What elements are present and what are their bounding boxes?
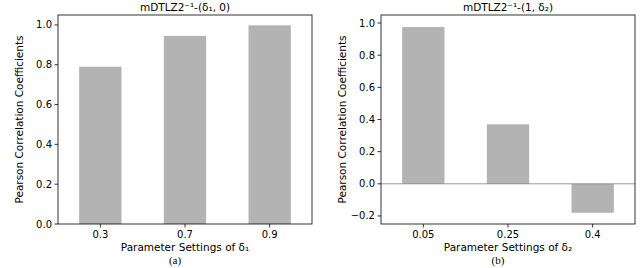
x-tick-label: 0.05 xyxy=(412,229,434,240)
x-tick xyxy=(423,224,424,228)
caption: (b) xyxy=(492,254,505,267)
plot-frame xyxy=(381,15,635,224)
y-tick-label: 0.2 xyxy=(36,179,52,190)
y-tick-label: 0.4 xyxy=(36,139,52,150)
x-tick-label: 0.3 xyxy=(92,229,108,240)
y-tick xyxy=(378,23,382,24)
x-tick-label: 0.9 xyxy=(262,229,278,240)
y-tick xyxy=(378,215,382,216)
x-tick-label: 0.7 xyxy=(177,229,193,240)
y-tick-label: 0.8 xyxy=(359,50,375,61)
y-tick xyxy=(378,55,382,56)
bar xyxy=(249,25,291,224)
x-tick-label: 0.4 xyxy=(585,229,601,240)
bars xyxy=(402,27,614,213)
y-tick xyxy=(55,184,59,185)
y-tick-label: 0.4 xyxy=(359,114,375,125)
panel: 0.0 0.2 0.4 0.6 0.8 1.0 0.3 0.7 0.9 mDTLZ2⁻¹-(δ₁,… xyxy=(13,1,312,267)
bar xyxy=(79,67,121,224)
y-tick-label: 1.0 xyxy=(359,18,375,29)
bar xyxy=(164,36,206,224)
y-tick xyxy=(378,183,382,184)
y-tick xyxy=(55,224,59,225)
y-tick xyxy=(378,119,382,120)
x-tick-label: 0.25 xyxy=(497,229,519,240)
y-tick xyxy=(55,24,59,25)
title: mDTLZ2⁻¹-(δ₁, 0) xyxy=(140,1,230,13)
bar xyxy=(402,27,444,184)
bars xyxy=(79,25,291,224)
y-label: Pearson Correlation Coefficients xyxy=(336,35,348,203)
title: mDTLZ2⁻¹-(1, δ₂) xyxy=(463,1,553,13)
panel: −0.2 0.0 0.2 0.4 0.6 0.8 1.0 0.05 0.25 0.4 mDTLZ2⁻… xyxy=(336,1,635,267)
bar xyxy=(572,184,614,213)
caption: (a) xyxy=(169,254,182,267)
y-tick-label: −0.2 xyxy=(351,210,375,221)
y-tick-label: 0.0 xyxy=(36,219,52,230)
y-tick-label: 0.8 xyxy=(36,59,52,70)
x-label: Parameter Settings of δ₁ xyxy=(121,241,249,253)
plot-frame xyxy=(58,15,312,224)
x-tick xyxy=(269,224,270,228)
x-tick xyxy=(508,224,509,228)
y-tick xyxy=(378,87,382,88)
y-tick xyxy=(378,151,382,152)
y-tick xyxy=(55,104,59,105)
y-tick-label: 0.6 xyxy=(36,99,52,110)
y-label: Pearson Correlation Coefficients xyxy=(13,35,25,203)
y-tick-label: 0.0 xyxy=(359,178,375,189)
x-tick xyxy=(185,224,186,228)
x-tick xyxy=(100,224,101,228)
figure: 0.0 0.2 0.4 0.6 0.8 1.0 0.3 0.7 0.9 mDTLZ2⁻¹-(δ₁,… xyxy=(0,0,640,268)
bar xyxy=(487,124,529,183)
x-label: Parameter Settings of δ₂ xyxy=(444,241,572,253)
y-tick xyxy=(55,144,59,145)
y-tick xyxy=(55,64,59,65)
zero-line xyxy=(381,183,635,184)
x-tick xyxy=(592,224,593,228)
y-tick-label: 0.6 xyxy=(359,82,375,93)
y-tick-label: 1.0 xyxy=(36,19,52,30)
y-tick-label: 0.2 xyxy=(359,146,375,157)
